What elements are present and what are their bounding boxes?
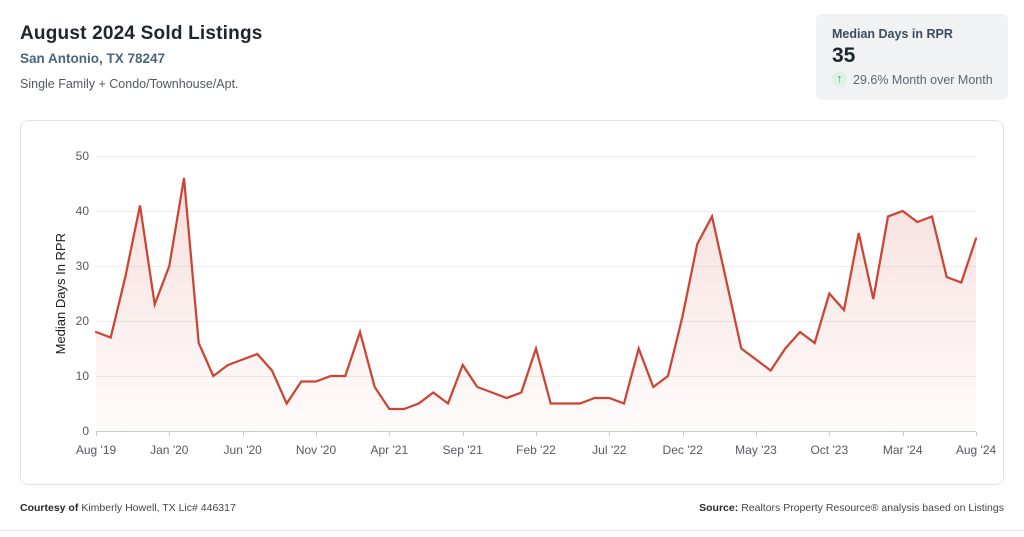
x-tick-label: Apr '21	[370, 443, 409, 457]
x-tick-label: Mar '24	[882, 443, 923, 457]
source-text: Realtors Property Resource® analysis bas…	[741, 502, 1004, 514]
source-note: Source: Realtors Property Resource® analy…	[699, 502, 1004, 514]
month-over-month-text: 29.6% Month over Month	[853, 72, 993, 87]
y-tick-label: 20	[75, 314, 89, 328]
y-axis-tick-labels: 0 10 20 30 40 50	[21, 149, 89, 438]
y-tick-label: 50	[75, 149, 89, 163]
x-tick-label: May '23	[735, 443, 777, 457]
x-tick-label: Sep '21	[442, 443, 483, 457]
trend-line	[94, 177, 978, 411]
stat-change-row: ↑ 29.6% Month over Month	[832, 72, 993, 87]
y-tick-label: 40	[75, 204, 89, 218]
page-title: August 2024 Sold Listings	[20, 23, 263, 44]
location-subtitle: San Antonio, TX 78247	[20, 51, 166, 66]
stat-label: Median Days in RPR	[832, 27, 953, 41]
y-tick-label: 0	[82, 424, 89, 438]
area-fill	[96, 178, 976, 431]
x-tick-label: Jan '20	[150, 443, 189, 457]
median-days-stat-card: Median Days in RPR 35 ↑ 29.6% Month over…	[816, 14, 1008, 100]
trend-up-icon: ↑	[832, 72, 847, 87]
y-tick-label: 10	[75, 369, 89, 383]
chart-svg	[94, 177, 978, 431]
chart-card: Median Days In RPR 0 10 20 30 40 50 Aug '19 Ja…	[20, 120, 1004, 485]
plot-area: Aug '19 Jan '20 Jun '20 Nov '20 Apr '21 Sep '…	[76, 156, 996, 457]
x-tick-label: Aug '19	[75, 443, 117, 457]
x-tick-label: Dec '22	[662, 443, 703, 457]
x-tick-label: Feb '22	[516, 443, 556, 457]
courtesy-label: Courtesy of	[20, 502, 79, 514]
property-types-subtitle: Single Family + Condo/Townhouse/Apt.	[20, 77, 239, 91]
x-tick-label: Jul '22	[592, 443, 627, 457]
x-tick-label: Oct '23	[810, 443, 849, 457]
x-tick-label: Aug '24	[955, 443, 997, 457]
stat-value: 35	[832, 44, 856, 67]
courtesy-note: Courtesy of Kimberly Howell, TX Lic# 4463…	[20, 502, 236, 514]
x-axis-line	[96, 431, 976, 432]
bottom-divider	[0, 530, 1024, 531]
source-label: Source:	[699, 502, 739, 514]
y-tick-label: 30	[75, 259, 89, 273]
x-tick-label: Nov '20	[295, 443, 337, 457]
x-tick-label: Jun '20	[223, 443, 262, 457]
courtesy-text: Kimberly Howell, TX Lic# 446317	[81, 502, 236, 514]
